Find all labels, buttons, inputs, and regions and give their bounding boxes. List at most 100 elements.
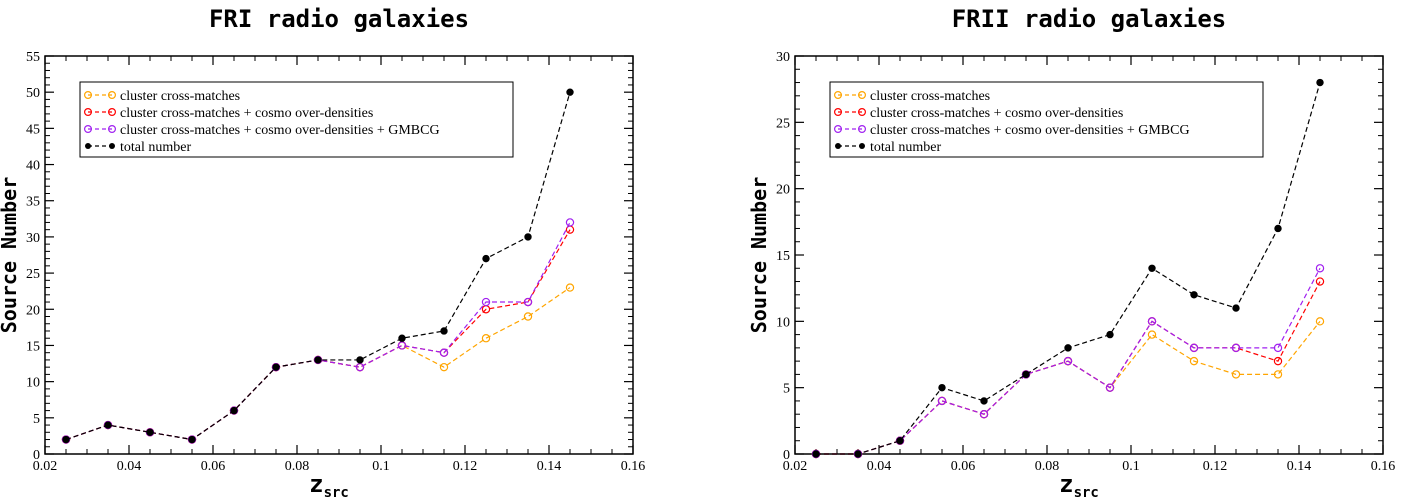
- data-point: [1315, 317, 1325, 326]
- legend-marker: [83, 124, 92, 133]
- x-tick-label: 0.16: [1371, 459, 1396, 474]
- legend-marker: [833, 124, 842, 133]
- data-point: [188, 435, 196, 444]
- x-axis-label-main: z: [1059, 470, 1073, 498]
- x-tick-label: 0.14: [1287, 459, 1312, 474]
- x-axis-label-subscript: src: [1074, 485, 1099, 500]
- legend-marker: [107, 124, 116, 133]
- x-tick-label: 0.06: [951, 459, 976, 474]
- y-tick-label: 20: [776, 183, 790, 198]
- series-line: [816, 267, 1321, 455]
- data-point: [314, 356, 322, 364]
- y-axis-label: Source Number: [747, 177, 771, 334]
- y-tick-label: 45: [26, 122, 40, 137]
- legend-marker: [833, 107, 842, 116]
- data-point: [272, 363, 280, 371]
- x-tick-label: 0.04: [117, 459, 142, 474]
- data-point: [62, 435, 70, 444]
- data-point: [937, 396, 947, 406]
- y-axis-label: Source Number: [0, 177, 21, 334]
- y-tick-label: 5: [783, 382, 790, 397]
- x-tick-label: 0.12: [1203, 459, 1228, 474]
- series-line: [65, 222, 571, 441]
- y-tick-label: 50: [26, 86, 40, 101]
- y-tick-label: 35: [26, 195, 40, 210]
- data-point: [523, 312, 533, 321]
- x-tick-label: 0.1: [1122, 459, 1140, 474]
- data-point: [524, 233, 532, 241]
- data-point: [1315, 264, 1325, 273]
- x-tick-label: 0.06: [201, 459, 226, 474]
- x-tick-label: 0.02: [33, 459, 58, 474]
- data-point: [1148, 264, 1156, 272]
- legend-marker: [85, 143, 91, 149]
- legend: cluster cross-matches cluster cross-match…: [79, 81, 514, 158]
- legend-label: cluster cross-matches + cosmo over-densi…: [870, 123, 1190, 138]
- legend-label: total number: [120, 140, 191, 155]
- data-point: [481, 297, 491, 307]
- data-point: [1231, 343, 1241, 353]
- x-axis-label-subscript: src: [324, 485, 349, 500]
- chart-title: FRII radio galaxies: [952, 5, 1227, 33]
- legend-label: cluster cross-matches + cosmo over-densi…: [120, 106, 373, 121]
- series-line: [816, 320, 1321, 455]
- data-point: [1106, 330, 1114, 339]
- series-2: [811, 264, 1325, 459]
- series-3: [62, 88, 574, 444]
- x-tick-label: 0.12: [453, 459, 478, 474]
- data-point: [482, 254, 490, 263]
- chart-panel-fri: FRI radio galaxies Source Number zsrc 0.02 0…: [0, 5, 646, 500]
- x-tick-label: 0.16: [621, 459, 646, 474]
- frii-chart: FRII radio galaxies Source Number zsrc 0.02…: [747, 5, 1396, 500]
- series-1: [61, 225, 575, 444]
- x-axis-label: zsrc: [1059, 470, 1099, 500]
- legend-label: total number: [870, 140, 941, 155]
- y-tick-label: 30: [26, 231, 40, 246]
- data-point: [1189, 343, 1199, 353]
- data-point: [439, 348, 449, 357]
- legend: cluster cross-matches cluster cross-match…: [829, 81, 1264, 158]
- legend-label: cluster cross-matches + cosmo over-densi…: [120, 123, 440, 138]
- x-axis-label: zsrc: [309, 470, 349, 500]
- y-tick-label: 55: [26, 50, 40, 65]
- y-tick-label: 5: [33, 412, 40, 427]
- data-point: [1232, 304, 1240, 312]
- legend-marker: [858, 90, 867, 99]
- legend-marker: [833, 90, 842, 99]
- data-point: [1273, 343, 1283, 353]
- y-tick-label: 30: [776, 50, 790, 65]
- data-point: [356, 356, 364, 364]
- data-point: [1064, 344, 1072, 352]
- data-point: [440, 327, 448, 335]
- legend-marker: [859, 143, 865, 149]
- data-point: [1189, 356, 1199, 366]
- y-tick-label: 0: [783, 448, 790, 463]
- legend-marker: [835, 143, 841, 149]
- legend-marker: [107, 107, 116, 116]
- x-tick-label: 0.02: [783, 459, 808, 474]
- data-point: [938, 383, 946, 392]
- x-tick-label: 0.14: [537, 459, 562, 474]
- x-tick-label: 0.1: [372, 459, 390, 474]
- y-tick-label: 10: [26, 376, 40, 391]
- data-point: [565, 218, 575, 227]
- data-point: [230, 406, 238, 415]
- y-tick-label: 10: [776, 315, 790, 330]
- data-point: [565, 283, 575, 292]
- legend-label: cluster cross-matches: [870, 89, 990, 104]
- data-point: [1315, 277, 1325, 286]
- data-point: [1147, 330, 1157, 339]
- data-point: [1190, 291, 1198, 299]
- chart-panel-frii: FRII radio galaxies Source Number zsrc 0.02…: [711, 0, 1422, 500]
- legend-marker: [858, 124, 867, 133]
- y-tick-label: 0: [33, 448, 40, 463]
- series-2: [61, 218, 575, 444]
- data-point: [566, 88, 574, 96]
- data-point: [1274, 224, 1282, 233]
- legend-box: [829, 81, 1264, 158]
- data-point: [523, 297, 533, 307]
- data-point: [398, 334, 406, 342]
- data-point: [812, 450, 820, 458]
- legend-marker: [858, 107, 867, 116]
- y-tick-label: 15: [26, 339, 40, 354]
